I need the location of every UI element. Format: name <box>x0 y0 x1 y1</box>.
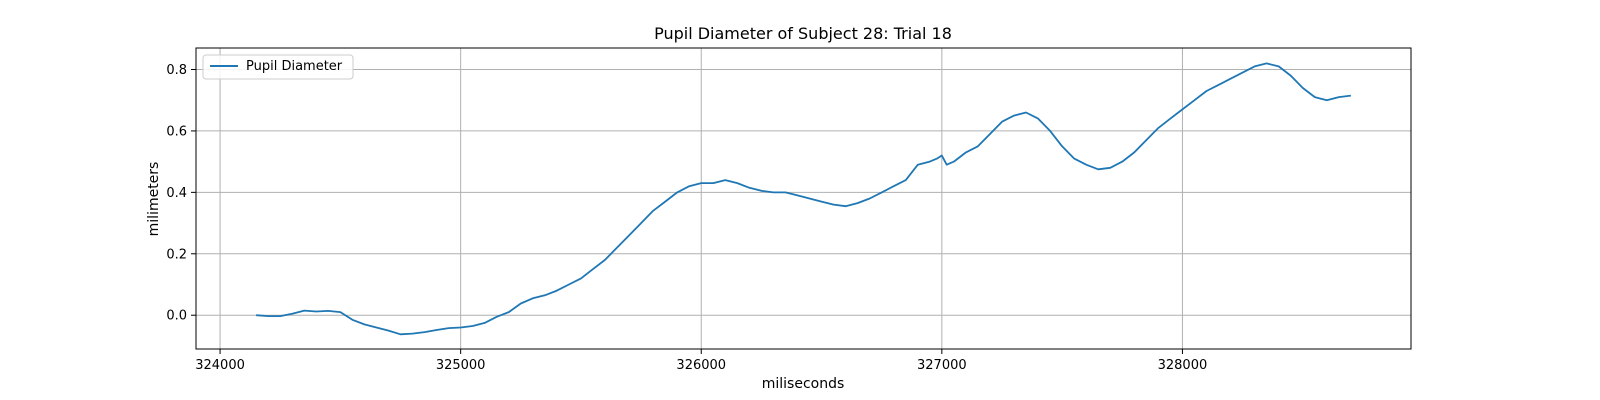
plot-frame <box>195 47 1412 350</box>
y-axis: 0.0 0.2 0.4 0.6 0.8 <box>166 63 196 324</box>
x-axis-label: miliseconds <box>762 376 845 392</box>
y-tick-label: 0.8 <box>166 63 187 78</box>
x-tick-label: 326000 <box>676 358 726 373</box>
legend-box <box>202 54 354 80</box>
y-axis-label: milimeters <box>146 162 162 237</box>
x-tick-label: 325000 <box>436 358 486 373</box>
y-tick-label: 0.4 <box>166 186 187 201</box>
y-tick-label: 0.6 <box>166 124 187 139</box>
y-tick-label: 0.0 <box>166 309 187 324</box>
legend: Pupil Diameter <box>202 54 354 80</box>
grid-layer <box>196 48 1411 349</box>
legend-label: Pupil Diameter <box>246 59 343 74</box>
x-tick-label: 324000 <box>195 358 245 373</box>
chart-title: Pupil Diameter of Subject 28: Trial 18 <box>654 24 952 43</box>
x-tick-label: 327000 <box>917 358 967 373</box>
x-tick-label: 328000 <box>1158 358 1208 373</box>
series-layer <box>256 62 1352 336</box>
x-axis: 324000 325000 326000 327000 328000 <box>195 349 1207 373</box>
y-tick-label: 0.2 <box>166 247 187 262</box>
series-line-pupil-diameter <box>256 62 1352 336</box>
